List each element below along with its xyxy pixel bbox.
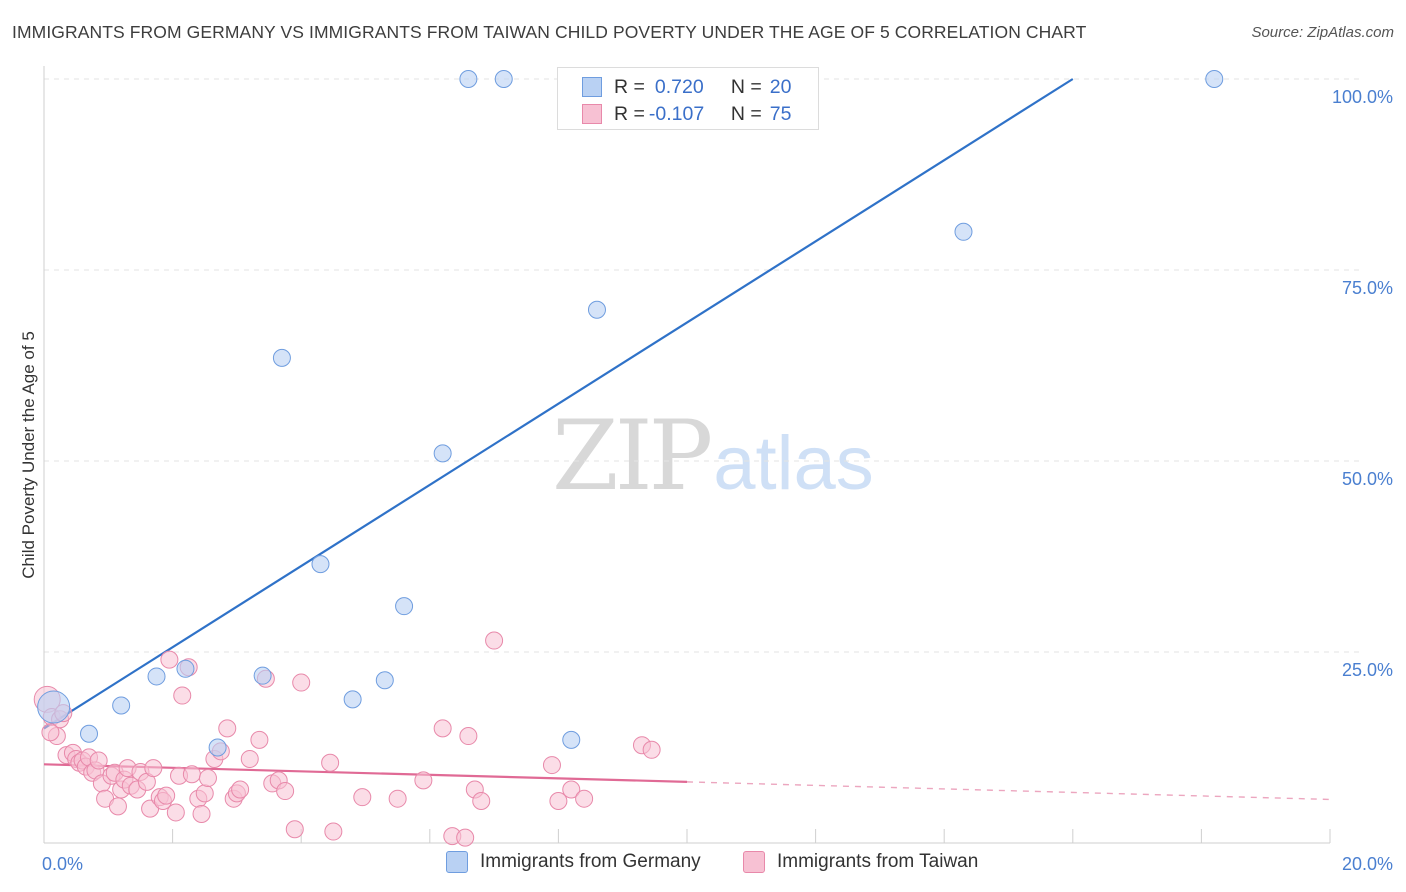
germany-legend-swatch (446, 851, 468, 873)
germany-point (208, 738, 227, 757)
taiwan-point (166, 803, 185, 822)
germany-swatch (582, 77, 602, 97)
germany-point (112, 696, 131, 715)
source-label: Source: ZipAtlas.com (1251, 24, 1394, 41)
legend-n-label: N = (730, 75, 762, 98)
taiwan-points (33, 631, 661, 847)
taiwan-point (642, 740, 661, 759)
germany-point (375, 671, 394, 690)
taiwan-point (240, 749, 259, 768)
taiwan-trend-extension (686, 781, 1331, 801)
legend-row-germany: R = 0.720 N = 20 (582, 74, 791, 100)
gridlines (44, 78, 1360, 653)
legend-r-label: R = (614, 102, 645, 125)
taiwan-point (276, 782, 295, 801)
y-tick-label: 50.0% (1342, 469, 1393, 489)
trend-lines (43, 78, 1331, 801)
germany-point (343, 690, 362, 709)
germany-point (954, 222, 973, 241)
y-tick-label: 75.0% (1342, 278, 1393, 298)
taiwan-point (108, 797, 127, 816)
correlation-legend: R = 0.720 N = 20 R = -0.107 N = 75 (557, 67, 819, 130)
taiwan-point (231, 780, 250, 799)
legend-n-value: 20 (769, 75, 792, 98)
germany-point (37, 690, 71, 724)
legend-r-value: 0.720 (654, 75, 704, 98)
germany-point (80, 724, 99, 743)
germany-point (272, 348, 291, 367)
germany-point (311, 555, 330, 574)
legend-r-label: R = (614, 75, 645, 98)
taiwan-point (321, 753, 340, 772)
y-axis-label: Child Poverty Under the Age of 5 (19, 331, 38, 579)
taiwan-point (472, 791, 491, 810)
germany-point (1205, 70, 1224, 88)
taiwan-point (41, 723, 60, 742)
taiwan-point (89, 751, 108, 770)
legend-row-taiwan: R = -0.107 N = 75 (582, 101, 791, 127)
germany-point (562, 730, 581, 749)
taiwan-point (414, 771, 433, 790)
taiwan-point (195, 784, 214, 803)
taiwan-swatch (582, 104, 602, 124)
x-tick-label: 20.0% (1342, 854, 1393, 874)
tick-labels: 25.0% 50.0% 75.0% 100.0% 0.0% 20.0% (42, 87, 1393, 874)
taiwan-point (562, 780, 581, 799)
germany-points (37, 70, 1224, 757)
germany-point (587, 300, 606, 319)
taiwan-point (292, 673, 311, 692)
taiwan-point (433, 719, 452, 738)
germany-point (459, 70, 478, 88)
taiwan-point (218, 719, 237, 738)
axes (43, 66, 1331, 844)
taiwan-point (192, 804, 211, 823)
taiwan-point (324, 822, 343, 841)
taiwan-point (144, 759, 163, 778)
taiwan-point (173, 686, 192, 705)
taiwan-point (549, 791, 568, 810)
legend-n-label: N = (730, 102, 762, 125)
taiwan-point (353, 788, 372, 807)
taiwan-point (459, 727, 478, 746)
taiwan-point (157, 786, 176, 805)
y-tick-label: 100.0% (1332, 87, 1393, 107)
taiwan-point (198, 769, 217, 788)
taiwan-point (182, 765, 201, 784)
taiwan-legend-label: Immigrants from Taiwan (777, 851, 979, 872)
germany-point (433, 444, 452, 463)
taiwan-point (485, 631, 504, 650)
bottom-legend-taiwan[interactable]: Immigrants from Taiwan (743, 851, 978, 873)
legend-r-value: -0.107 (648, 102, 705, 125)
legend-n-value: 75 (769, 102, 792, 125)
taiwan-legend-swatch (743, 851, 765, 873)
germany-trend-line (43, 78, 1074, 730)
taiwan-point (575, 789, 594, 808)
germany-point (253, 666, 272, 685)
taiwan-point (250, 730, 269, 749)
germany-point (147, 667, 166, 686)
germany-point (494, 70, 513, 88)
taiwan-point (285, 820, 304, 839)
chart-title: IMMIGRANTS FROM GERMANY VS IMMIGRANTS FR… (12, 22, 1087, 42)
germany-point (395, 597, 414, 616)
germany-point (176, 659, 195, 678)
bottom-legend-germany[interactable]: Immigrants from Germany (446, 851, 701, 873)
taiwan-point (160, 650, 179, 669)
germany-legend-label: Immigrants from Germany (480, 851, 701, 872)
y-tick-label: 25.0% (1342, 660, 1393, 680)
x-tick-label: 0.0% (42, 854, 83, 874)
taiwan-point (456, 828, 475, 847)
taiwan-point (388, 789, 407, 808)
taiwan-point (542, 756, 561, 775)
